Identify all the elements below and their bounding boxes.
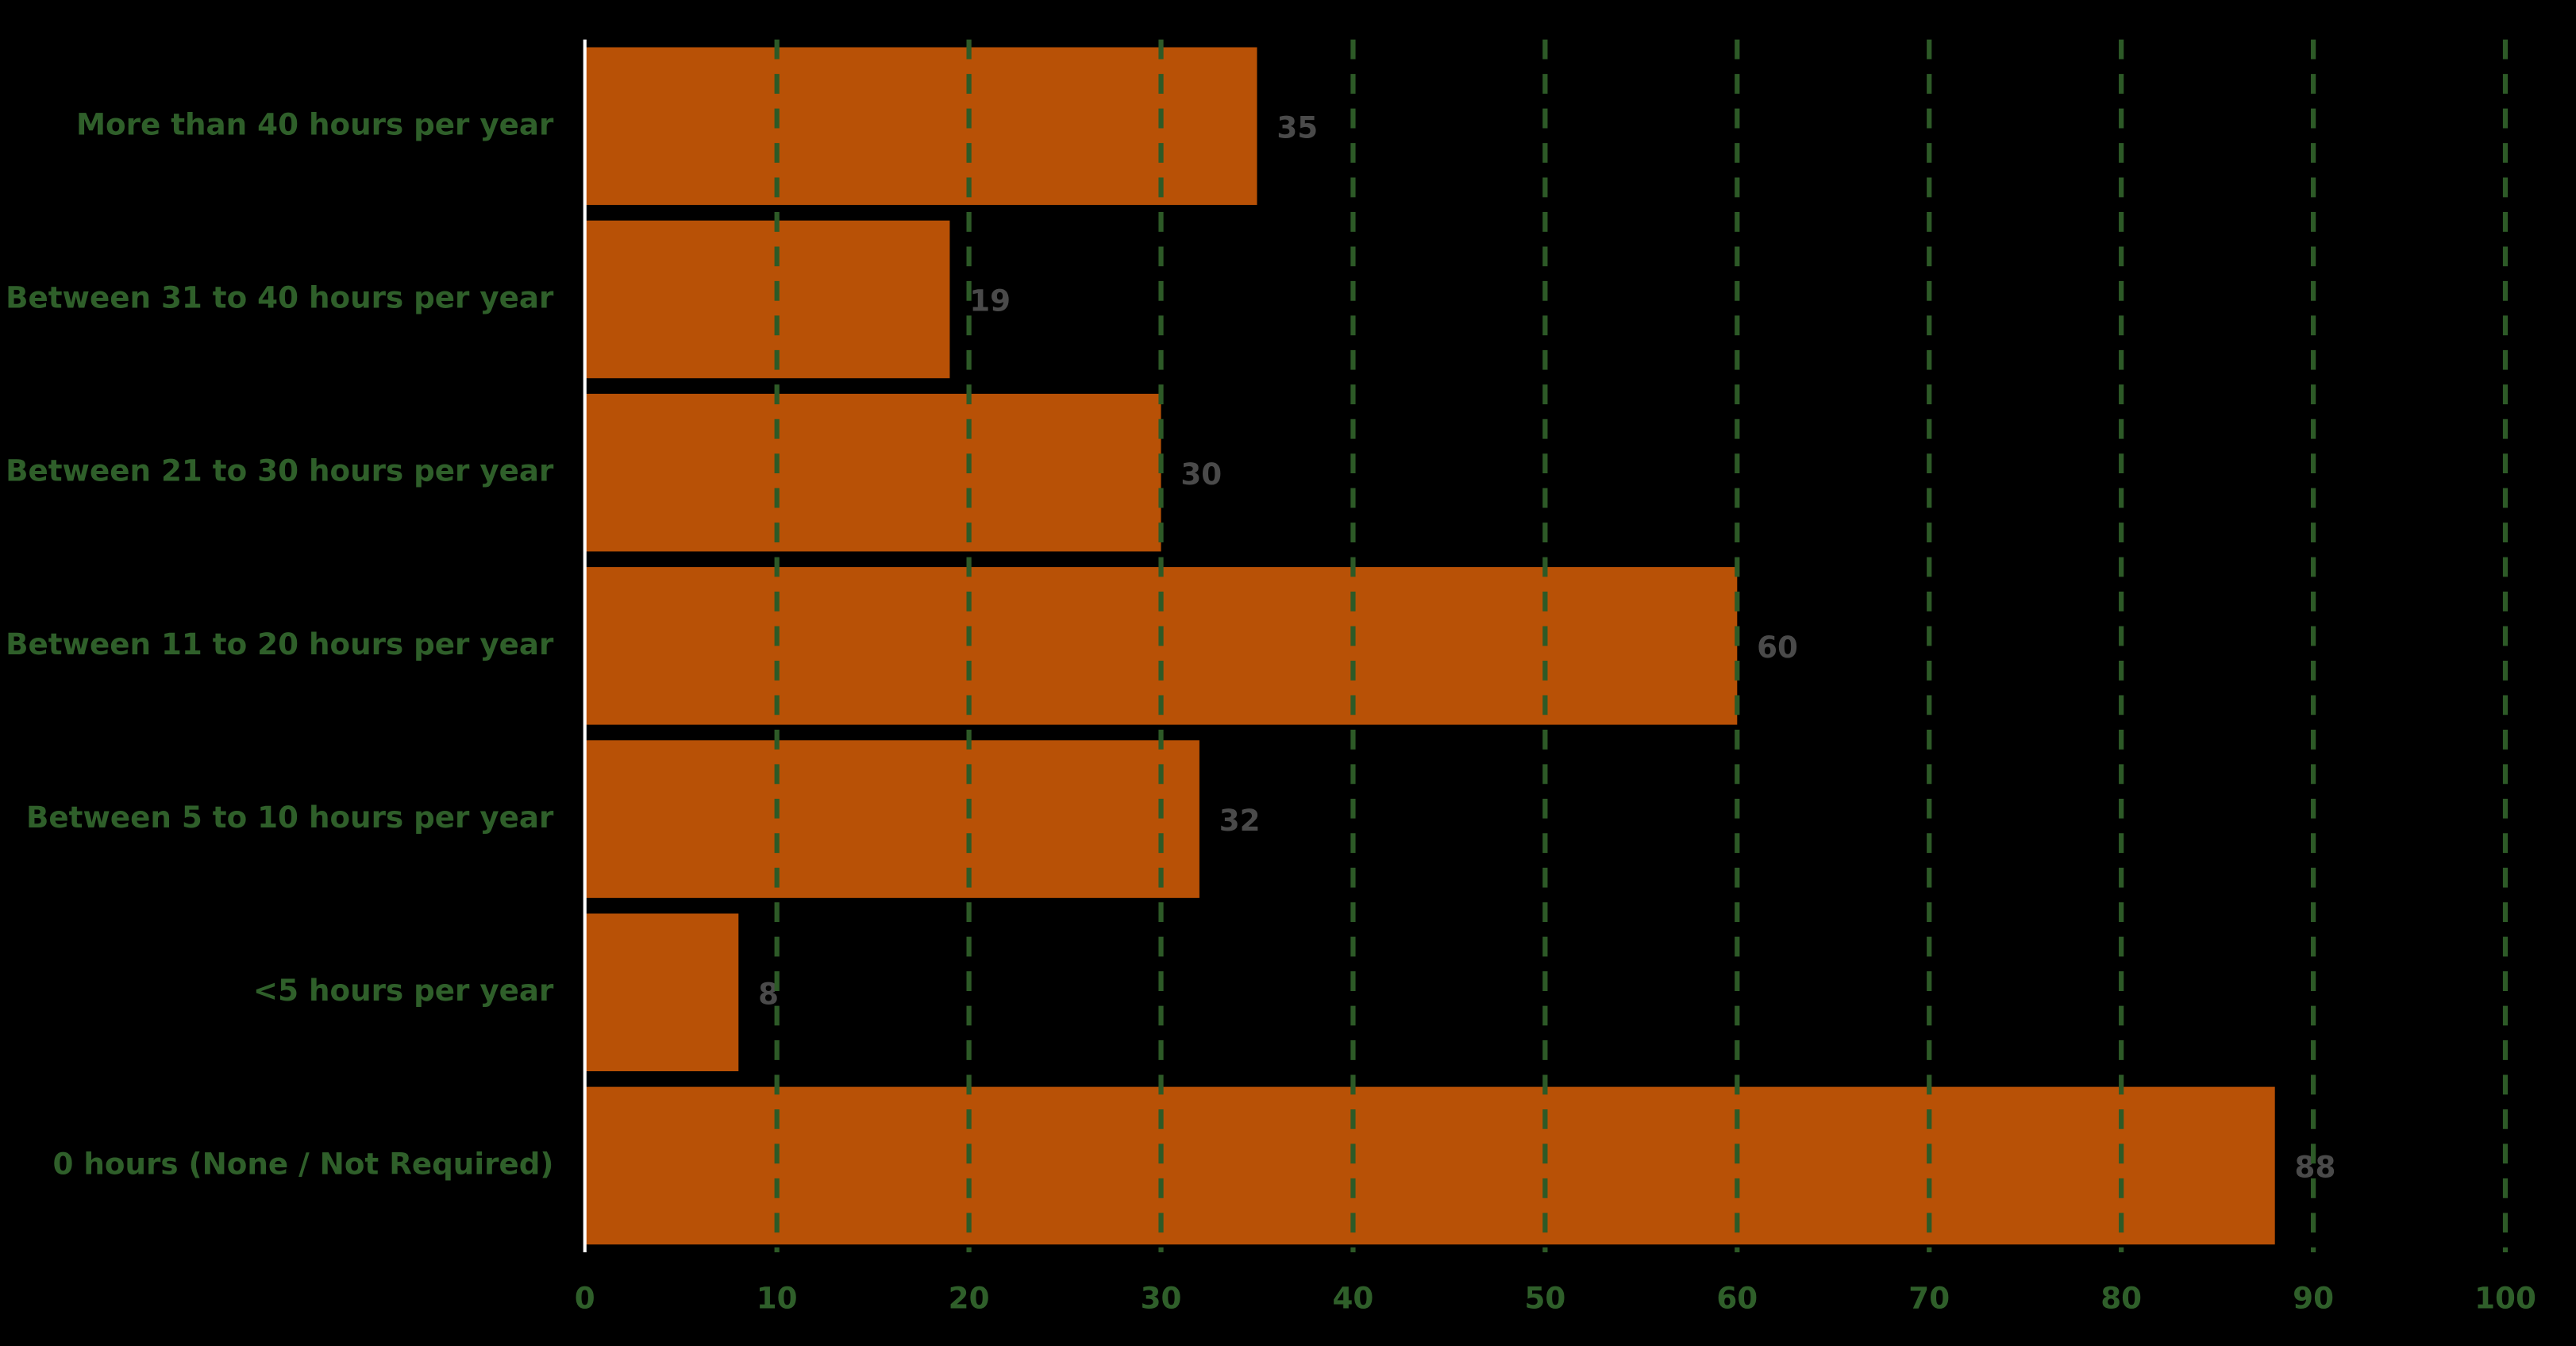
x-tick-label: 50 xyxy=(1524,1281,1565,1316)
bar xyxy=(584,47,1257,206)
x-tick-label: 70 xyxy=(1908,1281,1950,1316)
data-label: 32 xyxy=(1219,803,1261,838)
y-tick-label: Between 21 to 30 hours per year xyxy=(6,453,554,488)
x-tick-label: 20 xyxy=(949,1281,990,1316)
bar xyxy=(584,220,950,379)
bar xyxy=(584,913,739,1071)
y-tick-label: More than 40 hours per year xyxy=(76,106,554,141)
data-label: 35 xyxy=(1276,110,1318,145)
y-tick-label: Between 11 to 20 hours per year xyxy=(6,627,554,661)
bar xyxy=(584,1086,2275,1245)
x-tick-label: 90 xyxy=(2293,1281,2334,1316)
data-label: 19 xyxy=(969,283,1011,318)
x-tick-label: 30 xyxy=(1141,1281,1182,1316)
data-label: 60 xyxy=(1757,630,1798,665)
x-tick-label: 100 xyxy=(2474,1281,2536,1316)
bar xyxy=(584,740,1199,898)
x-tick-label: 10 xyxy=(757,1281,798,1316)
data-label: 30 xyxy=(1180,457,1222,492)
x-tick-label: 40 xyxy=(1333,1281,1374,1316)
bar xyxy=(584,393,1161,552)
y-tick-label: <5 hours per year xyxy=(253,973,554,1008)
y-tick-label: 0 hours (None / Not Required) xyxy=(53,1146,554,1181)
y-tick-label: Between 5 to 10 hours per year xyxy=(26,800,554,835)
x-tick-label: 80 xyxy=(2100,1281,2142,1316)
x-tick-label: 0 xyxy=(575,1281,595,1316)
y-tick-label: Between 31 to 40 hours per year xyxy=(6,280,554,314)
x-tick-label: 60 xyxy=(1716,1281,1758,1316)
